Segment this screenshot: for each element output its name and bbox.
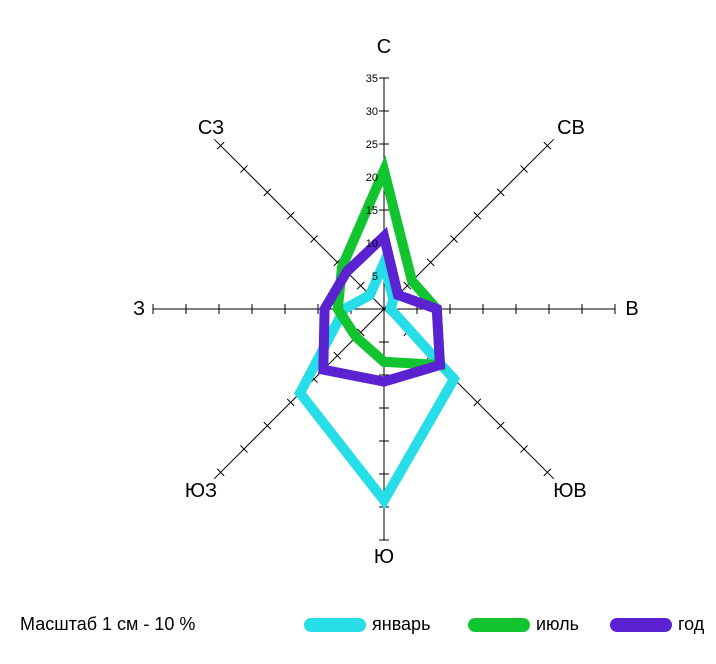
axes [152, 77, 616, 541]
axis-tick [333, 351, 342, 360]
axis-tick [240, 165, 248, 173]
direction-label-se: ЮВ [553, 480, 587, 502]
axis-tick [403, 281, 412, 290]
axis-tick [543, 468, 552, 477]
axis-tick [496, 188, 505, 197]
axis-tick [426, 258, 435, 267]
axis-tick [240, 445, 248, 453]
legend-label-year: год [678, 614, 705, 634]
axis-tick [520, 165, 528, 173]
axis-nw [213, 138, 385, 310]
axis-tick [356, 281, 365, 290]
axis-tick [520, 445, 528, 453]
axis-tick [473, 398, 482, 407]
axis-tick [216, 141, 225, 150]
direction-labels: С СВ В ЮВ Ю ЮЗ З СЗ [133, 36, 639, 568]
axis-tick [450, 235, 458, 243]
legend-item-year: год [610, 614, 704, 635]
direction-label-ne: СВ [557, 117, 585, 139]
axis-tick [216, 468, 225, 477]
legend-label-july: июль [536, 614, 580, 634]
tick-labels: 5 10 15 20 25 30 35 [366, 73, 378, 283]
direction-label-n: С [377, 36, 391, 58]
legend-swatch-january [304, 617, 366, 632]
legend-item-january: январь [304, 614, 430, 635]
axis-tick [473, 211, 482, 220]
legend-swatch-july [468, 617, 530, 632]
direction-label-e: В [625, 298, 638, 320]
series-layer [294, 154, 461, 510]
axis-tick [543, 141, 552, 150]
legend-swatch-year [610, 617, 672, 632]
axis-tick [263, 188, 272, 197]
axis-tick [310, 235, 318, 243]
axis-tick [286, 398, 295, 407]
axis-tick [356, 328, 365, 337]
direction-label-sw: ЮЗ [185, 480, 217, 502]
axis-tick [286, 211, 295, 220]
direction-label-s: Ю [374, 546, 394, 568]
series-january [294, 247, 461, 510]
tick-label: 35 [366, 73, 378, 85]
tick-label: 15 [366, 205, 378, 217]
legend-label-january: январь [372, 614, 431, 634]
tick-label: 30 [366, 106, 378, 118]
tick-label: 20 [366, 172, 378, 184]
tick-label: 10 [366, 238, 378, 250]
tick-label: 5 [372, 271, 378, 283]
direction-label-w: З [133, 298, 145, 320]
direction-label-nw: СЗ [198, 117, 224, 139]
series-year [318, 226, 446, 387]
axis-tick [263, 421, 272, 430]
tick-label: 25 [366, 139, 378, 151]
legend-item-july: июль [468, 614, 579, 635]
axis-tick [496, 421, 505, 430]
scale-note: Масштаб 1 см - 10 % [20, 614, 196, 634]
wind-rose-chart: 5 10 15 20 25 30 35 С СВ В ЮВ Ю ЮЗ З СЗ [133, 36, 639, 568]
